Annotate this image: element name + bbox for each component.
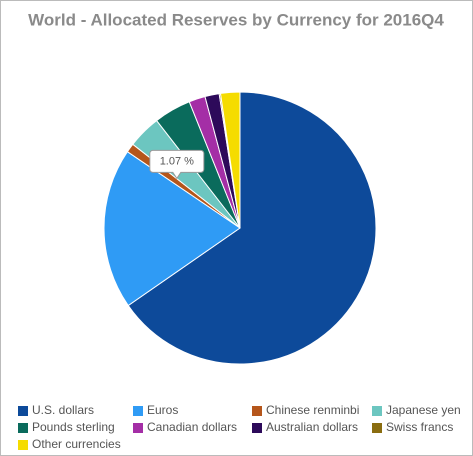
legend-label[interactable]: Pounds sterling [32, 420, 115, 434]
legend-swatch[interactable] [133, 406, 143, 416]
legend-swatch[interactable] [372, 406, 382, 416]
legend-swatch[interactable] [372, 423, 382, 433]
legend-label[interactable]: Canadian dollars [147, 420, 237, 434]
legend-swatch[interactable] [133, 423, 143, 433]
legend-swatch[interactable] [18, 406, 28, 416]
pie-slice[interactable] [103, 151, 241, 307]
legend-label[interactable]: U.S. dollars [32, 403, 94, 417]
legend-label[interactable]: Chinese renminbi [266, 403, 359, 417]
legend-label[interactable]: Australian dollars [266, 420, 358, 434]
pie-slice[interactable] [219, 91, 241, 229]
legend-label[interactable]: Euros [147, 403, 178, 417]
legend-swatch[interactable] [18, 423, 28, 433]
legend-label[interactable]: Swiss francs [386, 420, 453, 434]
legend-swatch[interactable] [252, 406, 262, 416]
tooltip-box [149, 149, 205, 180]
pie-slice[interactable] [127, 91, 377, 365]
chart-title: World - Allocated Reserves by Currency f… [28, 10, 444, 29]
tooltip-label: 1.07 % [160, 155, 194, 167]
legend-label[interactable]: Other currencies [32, 437, 121, 451]
legend-swatch[interactable] [18, 440, 28, 450]
legend-swatch[interactable] [252, 423, 262, 433]
legend-label[interactable]: Japanese yen [386, 403, 461, 417]
